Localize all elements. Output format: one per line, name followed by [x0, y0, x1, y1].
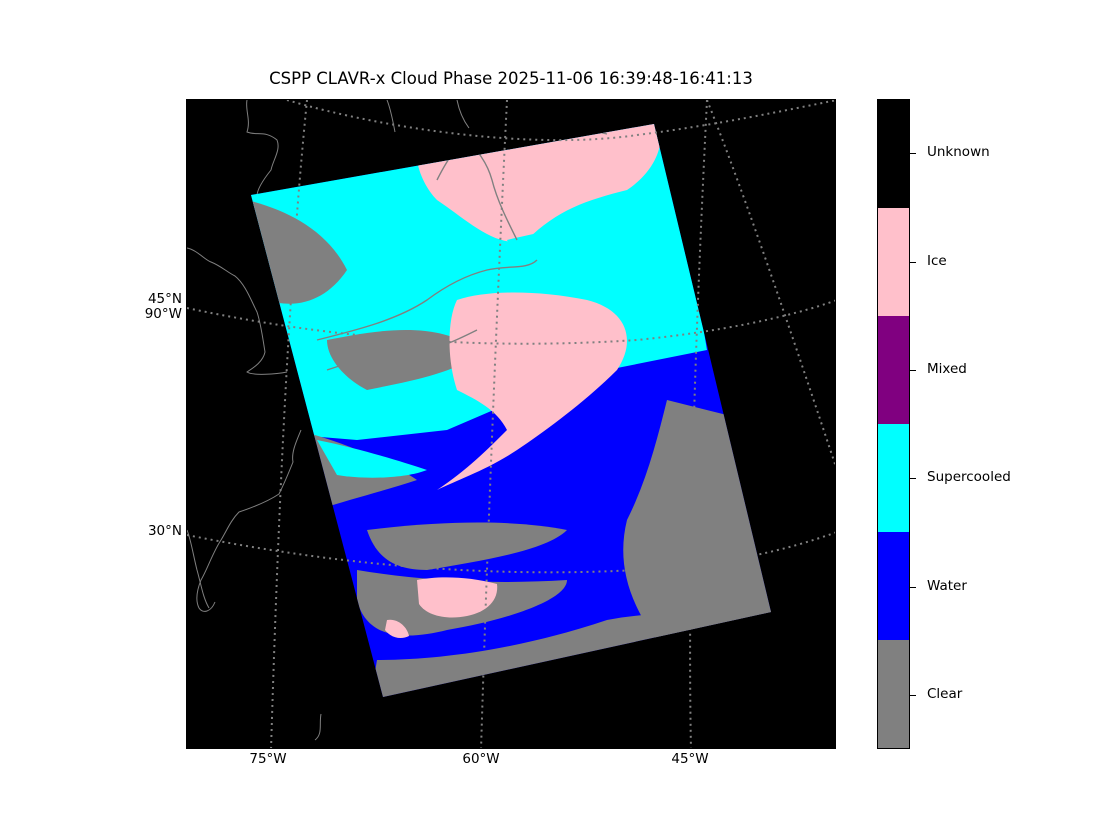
colorbar-label-supercooled: Supercooled — [927, 469, 1011, 486]
colorbar-label-clear: Clear — [927, 685, 963, 702]
colorbar-tick — [910, 261, 916, 263]
colorbar-tick — [910, 586, 916, 588]
coastline-west — [187, 100, 470, 741]
lat-label-45n: 45°N 90°W — [144, 291, 182, 322]
lon-label-45w: 45°W — [671, 751, 709, 767]
lat-label-30n: 30°N — [147, 523, 182, 539]
colorbar-tick — [910, 369, 916, 371]
colorbar-tick — [910, 694, 916, 696]
colorbar-segment-mixed — [878, 316, 909, 424]
colorbar-label-water: Water — [927, 577, 967, 594]
graticule — [187, 100, 835, 748]
colorbar-segment-water — [878, 532, 909, 640]
colorbar-segment-supercooled — [878, 424, 909, 532]
colorbar-label-mixed: Mixed — [927, 360, 967, 377]
colorbar-segment-ice — [878, 208, 909, 316]
plot-title: CSPP CLAVR-x Cloud Phase 2025-11-06 16:3… — [269, 69, 753, 88]
lon-label-60w: 60°W — [462, 751, 500, 767]
colorbar — [877, 99, 910, 749]
cloud-phase-map — [186, 99, 836, 749]
lon-label-75w: 75°W — [249, 751, 287, 767]
colorbar-segment-clear — [878, 640, 909, 748]
colorbar-tick — [910, 153, 916, 155]
colorbar-label-unknown: Unknown — [927, 144, 990, 161]
colorbar-tick — [910, 478, 916, 480]
colorbar-label-ice: Ice — [927, 252, 947, 269]
colorbar-segment-unknown — [878, 100, 909, 208]
